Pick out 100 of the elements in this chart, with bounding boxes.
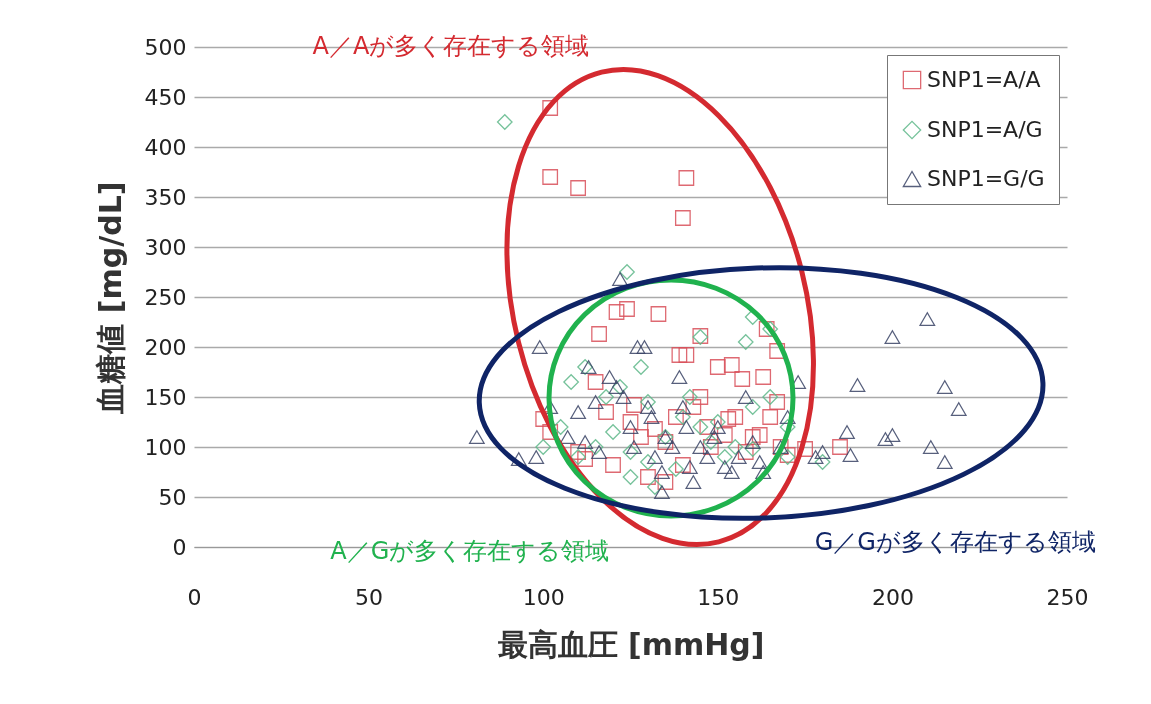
point bbox=[605, 424, 621, 440]
point bbox=[563, 374, 580, 390]
point bbox=[601, 370, 618, 384]
point bbox=[674, 457, 691, 473]
y-tick-label: 300 bbox=[144, 234, 187, 260]
point bbox=[654, 465, 670, 479]
y-tick-label: 0 bbox=[172, 534, 187, 560]
point bbox=[950, 402, 967, 416]
point bbox=[633, 359, 649, 375]
point bbox=[510, 452, 527, 466]
point bbox=[570, 449, 587, 465]
y-axis-title: 血糖値 [mg/dL] bbox=[92, 181, 128, 415]
point bbox=[674, 400, 691, 414]
y-tick-label: 350 bbox=[144, 184, 187, 210]
point bbox=[587, 374, 604, 390]
point bbox=[531, 340, 548, 354]
x-tick-label: 100 bbox=[522, 584, 565, 610]
annotation: A／Gが多く存在する領域 bbox=[330, 537, 610, 565]
point bbox=[702, 439, 719, 455]
legend-label: SNP1=A/G bbox=[927, 117, 1043, 142]
point bbox=[626, 397, 642, 413]
point bbox=[730, 450, 747, 464]
point bbox=[737, 334, 754, 350]
point bbox=[640, 394, 656, 410]
point bbox=[681, 389, 698, 405]
point bbox=[587, 395, 604, 409]
point bbox=[577, 435, 593, 449]
point bbox=[751, 427, 768, 443]
point bbox=[755, 369, 772, 385]
y-tick-label: 400 bbox=[144, 134, 187, 160]
x-tick-label: 150 bbox=[697, 584, 740, 610]
x-tick-label: 200 bbox=[871, 584, 914, 610]
point bbox=[622, 420, 639, 434]
point bbox=[716, 427, 733, 443]
point bbox=[570, 180, 587, 196]
point bbox=[832, 439, 848, 455]
point bbox=[587, 439, 604, 455]
point bbox=[709, 414, 726, 430]
point bbox=[559, 430, 576, 444]
point bbox=[647, 450, 663, 464]
point bbox=[542, 100, 559, 116]
point bbox=[542, 169, 559, 185]
x-axis-title: 最高血圧 [mmHg] bbox=[497, 626, 765, 662]
point bbox=[629, 340, 646, 354]
y-tick-label: 150 bbox=[144, 384, 187, 410]
x-tick-label: 250 bbox=[1046, 584, 1089, 610]
point bbox=[657, 434, 674, 450]
point bbox=[692, 389, 709, 405]
point bbox=[762, 389, 779, 405]
point bbox=[580, 360, 597, 374]
point bbox=[678, 420, 695, 434]
point bbox=[884, 330, 901, 344]
point bbox=[807, 450, 824, 464]
legend-label: SNP1=A/A bbox=[927, 67, 1041, 92]
point bbox=[727, 439, 744, 455]
point bbox=[678, 170, 695, 186]
point bbox=[650, 306, 667, 322]
point bbox=[647, 479, 663, 495]
point bbox=[643, 410, 660, 424]
point bbox=[737, 390, 754, 404]
point bbox=[640, 400, 656, 414]
point bbox=[622, 444, 639, 460]
point bbox=[877, 432, 894, 446]
point bbox=[685, 475, 702, 489]
point bbox=[668, 409, 684, 425]
y-tick-label: 100 bbox=[144, 434, 187, 460]
y-tick-label: 450 bbox=[144, 84, 187, 110]
y-tick-label: 50 bbox=[158, 484, 187, 510]
point bbox=[640, 454, 656, 470]
point bbox=[723, 465, 740, 479]
point bbox=[922, 440, 939, 454]
legend-label: SNP1=G/G bbox=[927, 166, 1045, 191]
annotation: G／Gが多く存在する領域 bbox=[814, 528, 1096, 556]
point bbox=[702, 434, 719, 450]
point bbox=[647, 421, 663, 437]
point bbox=[839, 425, 855, 439]
point bbox=[657, 474, 674, 490]
point bbox=[605, 457, 621, 473]
point bbox=[681, 460, 698, 474]
point bbox=[716, 449, 733, 465]
point bbox=[744, 435, 761, 449]
point bbox=[758, 321, 775, 337]
point bbox=[842, 448, 859, 462]
point bbox=[468, 430, 485, 444]
point bbox=[615, 390, 632, 404]
point bbox=[797, 441, 813, 457]
point bbox=[849, 378, 866, 392]
point bbox=[744, 399, 761, 415]
point bbox=[671, 370, 688, 384]
point bbox=[612, 379, 628, 395]
point bbox=[496, 114, 513, 130]
point bbox=[678, 347, 695, 363]
point bbox=[570, 444, 587, 460]
point bbox=[598, 404, 614, 420]
point bbox=[674, 210, 691, 226]
point bbox=[709, 359, 726, 375]
point bbox=[814, 445, 831, 459]
point bbox=[577, 451, 593, 467]
point bbox=[633, 429, 649, 445]
point bbox=[608, 380, 625, 394]
